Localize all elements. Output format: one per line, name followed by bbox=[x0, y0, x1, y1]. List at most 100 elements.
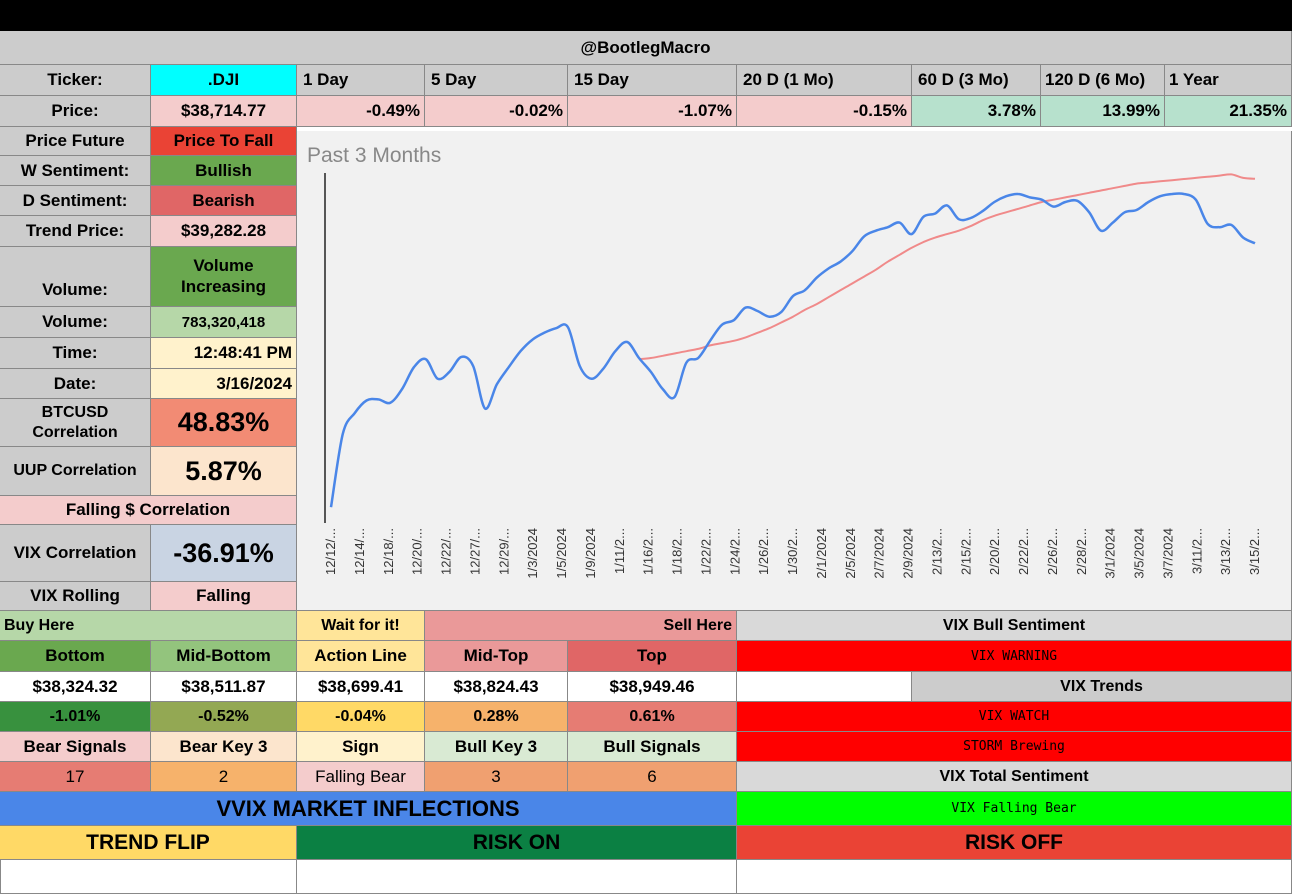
x-tick-label: 3/7/2024 bbox=[1160, 528, 1175, 579]
vix-trends-label: VIX Trends bbox=[912, 672, 1292, 702]
signal-header-sign: Sign bbox=[297, 732, 425, 762]
x-tick-label: 3/11/2... bbox=[1189, 528, 1204, 574]
storm-brewing: STORM Brewing bbox=[737, 732, 1292, 762]
ticker-label: Ticker: bbox=[0, 65, 151, 96]
x-tick-label: 2/20/2... bbox=[987, 528, 1002, 575]
ticker-value[interactable]: .DJI bbox=[151, 65, 297, 96]
buy-here-label: Buy Here bbox=[0, 611, 297, 641]
level-price-bottom: $38,324.32 bbox=[0, 672, 151, 702]
x-tick-label: 2/15/2... bbox=[958, 528, 973, 575]
signal-header-bull: Bull Signals bbox=[568, 732, 737, 762]
signal-value-bull: 6 bbox=[568, 762, 737, 792]
change-1d: -0.49% bbox=[297, 96, 425, 127]
header-handle: @BootlegMacro bbox=[0, 31, 1292, 65]
price-value: $38,714.77 bbox=[151, 96, 297, 127]
vix-bull-sentiment-label: VIX Bull Sentiment bbox=[737, 611, 1292, 641]
x-tick-label: 3/1/2024 bbox=[1103, 528, 1118, 579]
time-label: Time: bbox=[0, 338, 151, 369]
falling-corr: Falling $ Correlation bbox=[0, 496, 297, 525]
vvix-inflections-banner: VVIX MARKET INFLECTIONS bbox=[0, 792, 737, 826]
time-value: 12:48:41 PM bbox=[151, 338, 297, 369]
vix-rolling-value: Falling bbox=[151, 582, 297, 611]
signal-header-bull-key3: Bull Key 3 bbox=[425, 732, 568, 762]
period-15d: 15 Day bbox=[568, 65, 737, 96]
d-sentiment-label: D Sentiment: bbox=[0, 186, 151, 216]
d-sentiment-value: Bearish bbox=[151, 186, 297, 216]
x-tick-label: 1/16/2... bbox=[641, 528, 656, 575]
x-tick-label: 2/7/2024 bbox=[872, 528, 887, 579]
x-tick-label: 1/3/2024 bbox=[525, 528, 540, 579]
level-pct-mid-bottom: -0.52% bbox=[151, 702, 297, 732]
sell-here-label: Sell Here bbox=[425, 611, 737, 641]
level-header-action: Action Line bbox=[297, 641, 425, 672]
period-5d: 5 Day bbox=[425, 65, 568, 96]
x-tick-label: 2/22/2... bbox=[1016, 528, 1031, 575]
x-tick-label: 3/13/2... bbox=[1218, 528, 1233, 575]
x-tick-label: 12/29/... bbox=[496, 528, 511, 575]
date-label: Date: bbox=[0, 369, 151, 399]
vix-total-sentiment-label: VIX Total Sentiment bbox=[737, 762, 1292, 792]
trend-line bbox=[638, 173, 1256, 361]
x-tick-label: 3/5/2024 bbox=[1132, 528, 1147, 579]
w-sentiment-label: W Sentiment: bbox=[0, 156, 151, 186]
period-60d: 60 D (3 Mo) bbox=[912, 65, 1041, 96]
top-bar bbox=[0, 0, 1292, 31]
chart-svg: Past 3 Months 12/12/... 12/14/... 12/18/..… bbox=[307, 144, 1262, 579]
date-value: 3/16/2024 bbox=[151, 369, 297, 399]
x-tick-label: 1/11/2... bbox=[612, 528, 627, 574]
signal-value-sign: Falling Bear bbox=[297, 762, 425, 792]
x-tick-label: 1/22/2... bbox=[698, 528, 713, 575]
vix-rolling-label: VIX Rolling bbox=[0, 582, 151, 611]
x-tick-label: 1/24/2... bbox=[727, 528, 742, 575]
wait-label: Wait for it! bbox=[297, 611, 425, 641]
period-120d: 120 D (6 Mo) bbox=[1041, 65, 1165, 96]
risk-on-label: RISK ON bbox=[297, 826, 737, 860]
level-pct-top: 0.61% bbox=[568, 702, 737, 732]
x-tick-label: 1/5/2024 bbox=[554, 528, 569, 579]
signal-value-bull-key3: 3 bbox=[425, 762, 568, 792]
x-tick-labels: 12/12/... 12/14/... 12/18/... 12/20/... 12/2… bbox=[323, 528, 1262, 579]
x-tick-label: 1/9/2024 bbox=[583, 528, 598, 579]
x-tick-label: 12/14/... bbox=[352, 528, 367, 575]
uup-corr-value: 5.87% bbox=[151, 447, 297, 496]
x-tick-label: 12/12/... bbox=[323, 528, 338, 575]
change-1y: 21.35% bbox=[1165, 96, 1292, 127]
level-header-mid-bottom: Mid-Bottom bbox=[151, 641, 297, 672]
volume-value: 783,320,418 bbox=[151, 307, 297, 338]
x-tick-label: 1/26/2... bbox=[756, 528, 771, 575]
vix-watch: VIX WATCH bbox=[737, 702, 1292, 732]
vix-corr-label: VIX Correlation bbox=[0, 525, 151, 582]
level-price-mid-top: $38,824.43 bbox=[425, 672, 568, 702]
btc-corr-value: 48.83% bbox=[151, 399, 297, 447]
level-header-top: Top bbox=[568, 641, 737, 672]
x-tick-label: 12/20/... bbox=[410, 528, 425, 575]
signal-header-bear-key3: Bear Key 3 bbox=[151, 732, 297, 762]
x-tick-label: 12/22/... bbox=[439, 528, 454, 575]
uup-corr-label: UUP Correlation bbox=[0, 447, 151, 496]
vix-total-sentiment-value: VIX Falling Bear bbox=[737, 792, 1292, 826]
vix-trends-blank bbox=[737, 672, 912, 702]
x-tick-label: 2/9/2024 bbox=[901, 528, 916, 579]
trend-flip-cell bbox=[0, 860, 297, 894]
price-future-value: Price To Fall bbox=[151, 127, 297, 156]
signal-header-bear: Bear Signals bbox=[0, 732, 151, 762]
x-tick-label: 2/5/2024 bbox=[843, 528, 858, 579]
signal-value-bear-key3: 2 bbox=[151, 762, 297, 792]
btc-corr-label: BTCUSD Correlation bbox=[0, 399, 151, 447]
trend-price-value: $39,282.28 bbox=[151, 216, 297, 247]
level-price-action: $38,699.41 bbox=[297, 672, 425, 702]
vix-corr-value: -36.91% bbox=[151, 525, 297, 582]
change-120d: 13.99% bbox=[1041, 96, 1165, 127]
change-5d: -0.02% bbox=[425, 96, 568, 127]
volume-trend-value: Volume Increasing bbox=[151, 247, 297, 307]
vix-warning: VIX WARNING bbox=[737, 641, 1292, 672]
x-tick-label: 2/13/2... bbox=[929, 528, 944, 575]
x-tick-label: 12/18/... bbox=[381, 528, 396, 575]
period-1d: 1 Day bbox=[297, 65, 425, 96]
level-header-mid-top: Mid-Top bbox=[425, 641, 568, 672]
signal-value-bear: 17 bbox=[0, 762, 151, 792]
x-tick-label: 1/18/2... bbox=[670, 528, 685, 575]
level-pct-bottom: -1.01% bbox=[0, 702, 151, 732]
volume-trend-label: Volume: bbox=[0, 247, 151, 307]
volume-label: Volume: bbox=[0, 307, 151, 338]
